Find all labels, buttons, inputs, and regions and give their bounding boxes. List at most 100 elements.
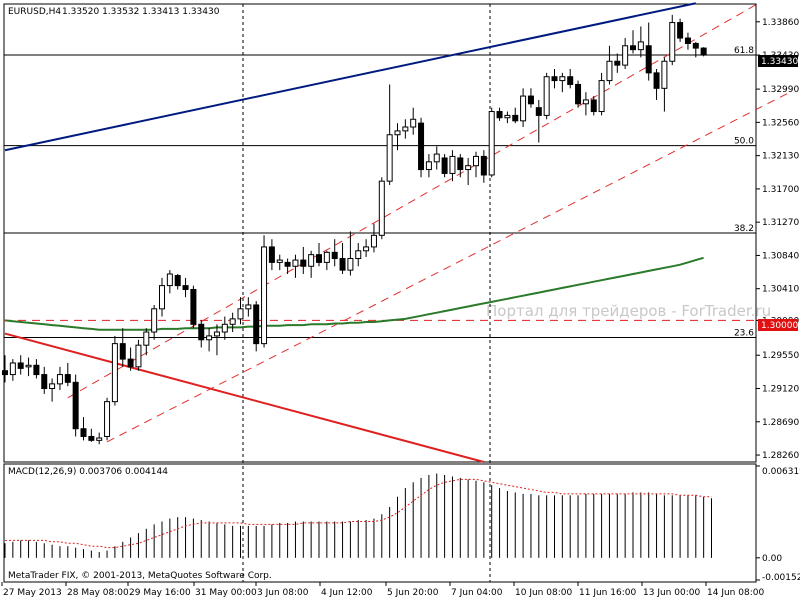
watermark-text: Портал для трейдеров - ForTrader.ru [486,302,771,320]
current-price-label: 1.33430 [761,57,798,67]
candle-body [473,155,479,167]
candle-body [402,126,409,132]
candle-body [480,155,487,176]
time-axis: 27 May 2013 28 May 08:00 29 May 16:00 31 Ma… [1,582,764,598]
time-axis-label: 4 Jun 12:00 [321,588,373,598]
price-axis-label: 1.33860 [762,18,799,28]
fib-level-label: 23.6 [734,328,754,338]
fib-level-label: 61.8 [734,46,754,56]
moving-average-line [4,256,704,331]
candle-body [17,362,24,369]
candle-body [166,273,173,287]
candle-body [104,401,111,437]
candle-body [645,45,652,74]
candle-body [245,304,252,310]
candle-body [370,234,377,248]
candle-body [143,331,150,346]
candle-body [378,180,385,236]
current-price-tag [758,55,798,67]
fib-level-label: 50.0 [734,137,754,147]
candle-body [449,155,456,174]
candle-body [206,335,213,341]
copyright-text: MetaTrader FIX, © 2001-2013, MetaQuotes … [8,571,272,581]
candle-body [190,288,197,325]
time-axis-label: 14 Jun 08:00 [707,588,764,598]
price-axis-label: 1.29550 [762,351,799,361]
candle-body [323,251,330,263]
price-axis-label: 1.32990 [762,85,799,95]
trendline-red-lower [4,332,485,463]
candle-body [347,258,354,271]
candle-body [182,285,189,290]
candle-body [276,259,283,263]
trendline-channel-upper [67,2,759,399]
candle-body [567,76,574,85]
candle-body [441,157,448,174]
time-axis-label: 11 Jun 16:00 [579,588,636,598]
candle-body [606,60,613,82]
candle-body [213,331,220,337]
candle-body [331,251,338,260]
candle-body [221,323,228,333]
candle-body [496,111,503,119]
candle-body [363,246,370,252]
candle-body [418,122,425,171]
trendline-channel-lower [106,91,791,443]
candle-body [151,308,158,333]
candle-body [677,22,684,39]
time-axis-label: 5 Jun 20:00 [387,588,439,598]
time-axis-label: 29 May 16:00 [129,588,191,598]
candle-body [316,254,322,263]
candle-body [527,95,534,105]
candle-body [80,428,87,437]
candle-body [559,76,566,82]
candle-body [308,254,315,267]
candle-body [582,99,589,105]
candle-body [425,161,432,171]
candle-body [111,343,118,403]
candle-body [135,344,142,368]
candle-body [268,246,275,263]
candle-body [614,60,621,66]
fib-level-label: 38.2 [734,224,754,234]
candle-body [692,42,699,49]
candle-body [653,72,660,89]
price-axis-label: 1.30840 [762,251,799,261]
candle-body [622,45,629,66]
candle-body [72,381,79,430]
macd-label: MACD(12,26,9) 0.003706 0.004144 [8,467,168,477]
candle-body [684,37,691,44]
time-axis-label: 31 May 00:00 [195,588,257,598]
candle-body [394,130,401,136]
candle-body [56,374,63,385]
candle-body [700,47,707,56]
price-axis-label: 1.28260 [762,451,799,461]
candle-body [355,250,362,260]
level-price-label: 1.30000 [761,321,798,331]
trendline-blue-upper [4,2,697,152]
candle-body [488,111,495,176]
price-axis-label: 1.32130 [762,152,799,162]
candle-body [637,41,644,51]
candle-body [575,83,582,105]
candle-body [284,261,291,267]
time-axis-label: 7 Jun 04:00 [451,588,503,598]
candle-body [119,343,126,360]
candle-body [630,45,636,51]
time-axis-label: 3 Jun 08:00 [257,588,309,598]
candle-body [49,383,56,390]
time-axis-label: 28 May 08:00 [67,588,129,598]
candle-body [41,374,48,390]
candle-body [9,362,16,376]
candle-body [33,364,40,376]
time-axis-label: 27 May 2013 [3,588,62,598]
macd-axis-label: 0.006319 [762,467,800,477]
price-axis-label: 1.31700 [762,185,799,195]
candle-body [292,259,299,267]
candle-body [551,76,558,82]
candle-body [457,157,464,171]
symbol-title: EURUSD,H4 [8,7,61,17]
candle-body [2,370,8,376]
macd-axis-label: 0.00 [762,554,782,564]
